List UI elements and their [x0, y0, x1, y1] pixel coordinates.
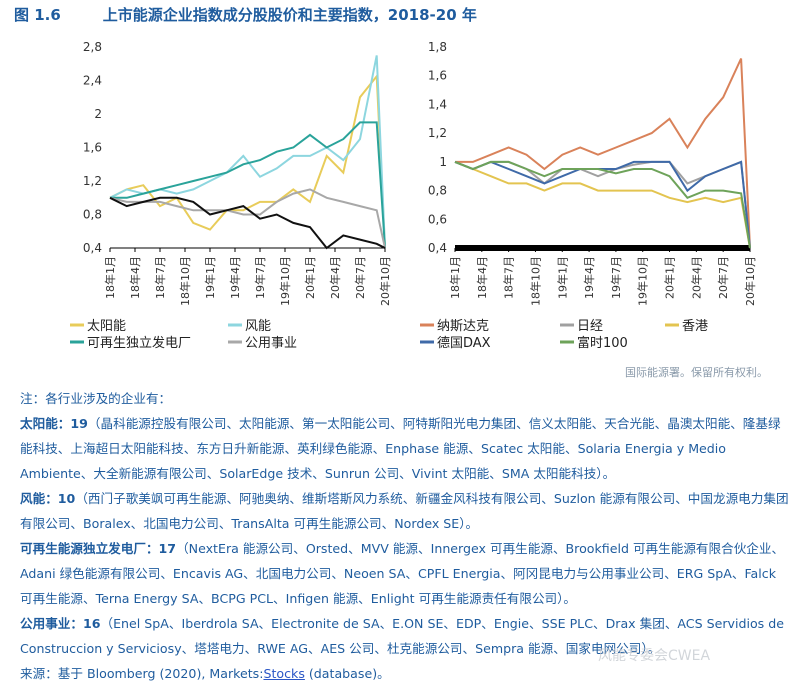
y-tick-label: 1,2 — [428, 126, 447, 140]
source-text: 来源：基于 Bloomberg (2020), Markets: — [20, 666, 264, 681]
note-label: 可再生能源独立发电厂：17 — [20, 541, 177, 556]
y-tick-label: 1,4 — [428, 97, 447, 111]
x-tick-label: 19年1月 — [555, 256, 569, 299]
chart-right: 0,4 0,6 0,8 1 1,2 1,4 1,6 1,8 18年1月 18年4月 18年7月 18年… — [420, 40, 757, 351]
note-solar: 太阳能：19（晶科能源控股有限公司、太阳能源、第一太阳能公司、阿特斯阳光电力集团… — [20, 411, 790, 486]
x-tick-label: 18年7月 — [153, 256, 167, 299]
x-tick-label: 18年1月 — [448, 256, 462, 299]
legend-label: 日经 — [577, 319, 603, 334]
series-line-unlabeled — [109, 196, 386, 250]
y-tick-label: 1,6 — [83, 141, 102, 155]
note-label: 风能：10 — [20, 491, 76, 506]
notes-section: 注：各行业涉及的企业有： 太阳能：19（晶科能源控股有限公司、太阳能源、第一太阳… — [20, 386, 790, 686]
legend-label: 德国DAX — [437, 336, 491, 351]
series-line-公用事业 — [109, 188, 386, 249]
x-tick-label: 19年10月 — [278, 256, 292, 306]
y-tick-label: 0,6 — [428, 212, 447, 226]
series-line-香港 — [454, 160, 751, 249]
legend-label: 太阳能 — [87, 319, 126, 334]
note-text: （晶科能源控股有限公司、太阳能源、第一太阳能公司、阿特斯阳光电力集团、信义太阳能… — [20, 416, 781, 481]
y-tick-label: 0,4 — [83, 241, 102, 255]
figure-number: 图 1.6 — [14, 6, 61, 24]
series-line-可再生独立发电厂 — [110, 121, 386, 249]
series-line-风能 — [109, 55, 386, 249]
source-link[interactable]: Stocks — [263, 666, 305, 681]
note-text: （NextEra 能源公司、Orsted、MVV 能源、Innergex 可再生… — [20, 541, 785, 606]
y-tick-label: 1,2 — [83, 174, 102, 188]
y-tick-label: 2,4 — [83, 74, 102, 88]
y-tick-label: 0,4 — [428, 241, 447, 255]
notes-intro: 注：各行业涉及的企业有： — [20, 391, 172, 406]
y-tick-label: 0,8 — [83, 208, 102, 222]
x-tick-label: 18年4月 — [128, 256, 142, 299]
note-utility: 公用事业：16（Enel SpA、Iberdrola SA、Electronit… — [20, 611, 790, 661]
x-tick-label: 20年1月 — [303, 256, 317, 299]
note-label: 太阳能：19 — [20, 416, 88, 431]
y-tick-label: 1,8 — [428, 40, 447, 54]
y-tick-label: 0,8 — [428, 184, 447, 198]
note-text: （Enel SpA、Iberdrola SA、Electronite de SA… — [20, 616, 784, 656]
x-tick-label: 18年10月 — [178, 256, 192, 306]
x-tick-label: 18年4月 — [475, 256, 489, 299]
x-tick-label: 20年7月 — [716, 256, 730, 299]
x-tick-label: 18年7月 — [502, 256, 516, 299]
source-suffix: (database)。 — [304, 666, 390, 681]
note-ipp: 可再生能源独立发电厂：17（NextEra 能源公司、Orsted、MVV 能源… — [20, 536, 790, 611]
y-tick-label: 1 — [439, 155, 447, 169]
x-tick-label: 20年10月 — [743, 256, 757, 306]
figure-caption: 上市能源企业指数成分股股价和主要指数，2018-20 年 — [102, 6, 477, 24]
x-tick-label: 20年1月 — [663, 256, 677, 299]
legend-label: 纳斯达克 — [437, 319, 489, 334]
series-line-德国DAX — [454, 160, 751, 249]
chart-left: 0,4 0,8 1,2 1,6 2 2,4 2,8 18年1月 18年4月 18年7月 18年10月… — [70, 40, 392, 351]
x-tick-label: 19年4月 — [582, 256, 596, 299]
x-tick-label: 18年10月 — [528, 256, 542, 306]
x-tick-label: 19年10月 — [636, 256, 650, 306]
x-tick-label: 19年4月 — [228, 256, 242, 299]
legend-label: 香港 — [682, 319, 708, 334]
copyright-credit: 国际能源署。保留所有权利。 — [625, 366, 768, 379]
x-tick-label: 18年1月 — [103, 256, 117, 299]
legend-label: 风能 — [245, 319, 271, 334]
x-tick-label: 19年7月 — [609, 256, 623, 299]
x-tick-label: 19年1月 — [203, 256, 217, 299]
x-tick-label: 20年4月 — [689, 256, 703, 299]
x-tick-label: 20年10月 — [378, 256, 392, 306]
x-tick-label: 20年7月 — [353, 256, 367, 299]
legend-label: 富时100 — [577, 335, 628, 351]
y-tick-label: 1,6 — [428, 69, 447, 83]
watermark: 风能专委会CWEA — [598, 648, 711, 664]
source-line: 来源：基于 Bloomberg (2020), Markets:Stocks (… — [20, 661, 790, 686]
charts-area: 0,4 0,8 1,2 1,6 2 2,4 2,8 18年1月 18年4月 18年7月 18年10月… — [70, 40, 757, 351]
note-label: 公用事业：16 — [20, 616, 101, 631]
y-tick-label: 2 — [94, 107, 102, 121]
y-tick-label: 2,8 — [83, 40, 102, 54]
figure-title: 图 1.6 上市能源企业指数成分股股价和主要指数，2018-20 年 — [14, 4, 477, 25]
note-wind: 风能：10（西门子歌美飒可再生能源、阿驰奥纳、维斯塔斯风力系统、新疆金风科技有限… — [20, 486, 790, 536]
legend-label: 可再生独立发电厂 — [87, 335, 191, 351]
note-text: （西门子歌美飒可再生能源、阿驰奥纳、维斯塔斯风力系统、新疆金风科技有限公司、Su… — [20, 491, 789, 531]
legend-label: 公用事业 — [245, 336, 297, 351]
x-tick-label: 20年4月 — [328, 256, 342, 299]
series-line-富时100 — [454, 160, 751, 249]
x-tick-label: 19年7月 — [253, 256, 267, 299]
series-line-纳斯达克 — [455, 58, 751, 249]
series-line-日经 — [454, 160, 751, 249]
